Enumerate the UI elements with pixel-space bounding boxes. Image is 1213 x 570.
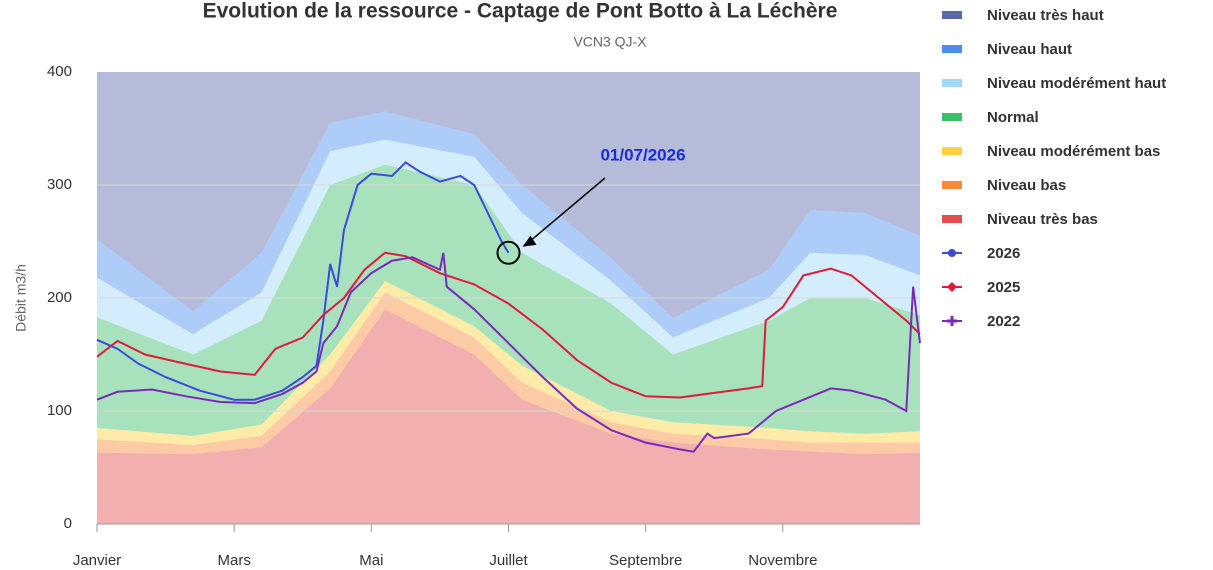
band — [97, 281, 920, 445]
legend-marker — [947, 282, 957, 292]
legend-label: Niveau très bas — [987, 211, 1098, 228]
x-tick-label: Novembre — [748, 552, 817, 569]
y-tick-label: 200 — [47, 289, 72, 306]
line — [96, 252, 921, 453]
line — [96, 251, 921, 399]
y-tick-label: 400 — [47, 63, 72, 80]
band — [97, 309, 920, 524]
y-tick-label: 0 — [64, 515, 72, 532]
y-axis-label: Débit m3/h — [13, 264, 29, 332]
legend-swatch — [942, 11, 962, 19]
line — [96, 161, 510, 401]
legend-label: Niveau bas — [987, 177, 1066, 194]
band — [97, 111, 920, 338]
plot-area — [97, 72, 920, 524]
legend-label: Niveau très haut — [987, 7, 1104, 24]
annotation-text: 01/07/2026 — [600, 145, 685, 164]
legend-label: Normal — [987, 109, 1039, 126]
legend-swatch — [942, 113, 962, 121]
x-tick-label: Janvier — [73, 552, 121, 569]
chart-title: Evolution de la ressource - Captage de P… — [203, 0, 838, 23]
x-tick-label: Mars — [217, 552, 250, 569]
legend-label: Niveau modérément haut — [987, 75, 1166, 92]
legend-label: 2026 — [987, 245, 1020, 262]
annotation-circle — [496, 240, 521, 265]
legend-marker — [948, 249, 956, 257]
y-tick-label: 100 — [47, 402, 72, 419]
y-tick-label: 300 — [47, 176, 72, 193]
legend-label: Niveau haut — [987, 41, 1072, 58]
x-tick-label: Mai — [359, 552, 383, 569]
legend-label: Niveau modérément bas — [987, 143, 1160, 160]
legend-marker — [947, 316, 957, 326]
annotation-arrowhead — [522, 235, 537, 247]
legend-swatch — [942, 181, 962, 189]
legend-label: 2022 — [987, 313, 1020, 330]
legend-swatch — [942, 45, 962, 53]
x-tick-label: Septembre — [609, 552, 682, 569]
annotation-arrow — [524, 177, 606, 247]
band — [97, 292, 920, 454]
band — [97, 72, 920, 319]
band — [97, 139, 920, 355]
x-tick-label: Juillet — [489, 552, 528, 569]
legend-swatch — [942, 79, 962, 87]
band — [97, 164, 920, 436]
legend-swatch — [942, 215, 962, 223]
legend-swatch — [942, 147, 962, 155]
chart-subtitle: VCN3 QJ-X — [573, 34, 647, 50]
legend-label: 2025 — [987, 279, 1020, 296]
